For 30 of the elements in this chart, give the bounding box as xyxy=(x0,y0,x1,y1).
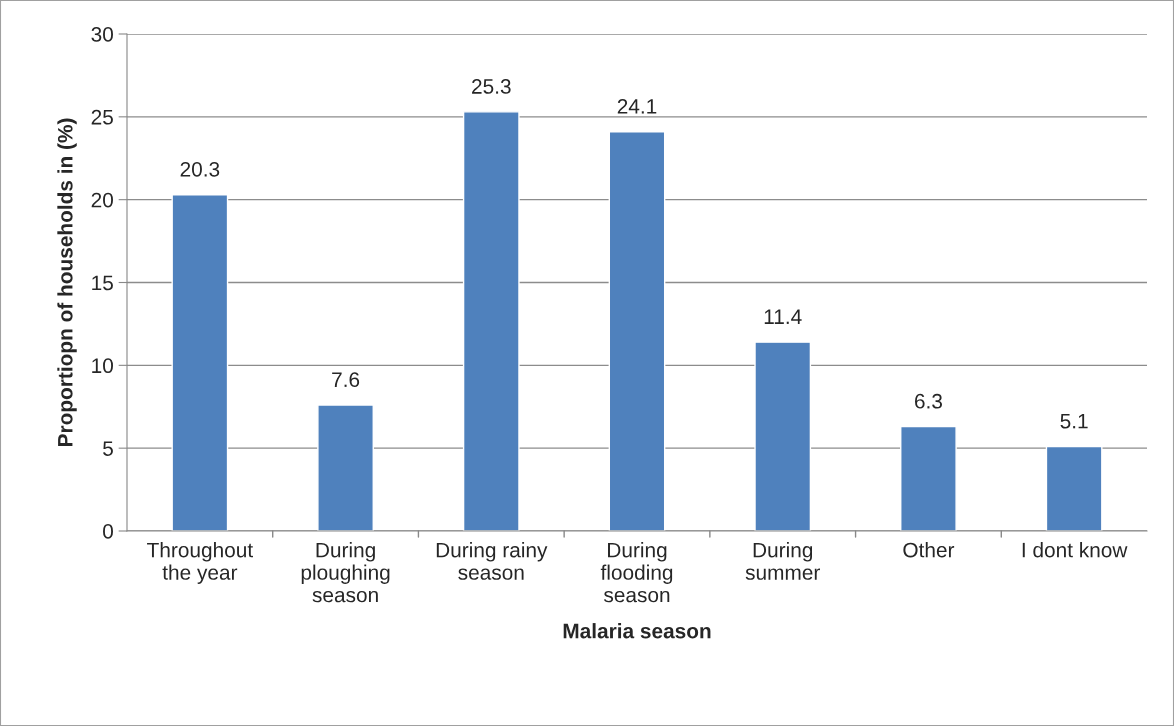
y-tick-label: 5 xyxy=(103,441,113,456)
y-tick-label: 25 xyxy=(91,109,113,125)
bar xyxy=(462,111,520,531)
x-tick-label: During flooding season xyxy=(600,542,673,603)
data-label: 24.1 xyxy=(617,98,657,114)
x-axis-title: Malaria season xyxy=(563,623,711,639)
bar xyxy=(900,425,957,531)
x-tick-label: During rainy season xyxy=(436,542,548,580)
data-label: 5.1 xyxy=(1060,413,1088,429)
x-tick-label: During summer xyxy=(745,542,820,580)
data-label: 6.3 xyxy=(915,393,942,409)
bar xyxy=(171,194,229,531)
bar xyxy=(608,131,666,531)
bar xyxy=(317,404,374,531)
y-tick-label: 30 xyxy=(91,27,113,42)
y-tick-label: 0 xyxy=(103,524,113,539)
bar xyxy=(1045,445,1103,531)
x-tick-label: Other xyxy=(903,542,955,558)
x-tick-label: Throughout the year xyxy=(147,542,253,584)
y-axis-title: Proportiopn of households in (%) xyxy=(57,118,77,447)
x-tick-label: During ploughing season xyxy=(301,542,390,603)
data-label: 11.4 xyxy=(764,309,802,324)
y-tick-label: 20 xyxy=(91,192,113,208)
x-tick-label: I dont know xyxy=(1022,542,1128,558)
bar xyxy=(754,341,812,531)
y-tick-label: 10 xyxy=(92,358,113,374)
data-label: 20.3 xyxy=(180,161,220,177)
data-label: 25.3 xyxy=(472,79,511,94)
data-label: 7.6 xyxy=(332,372,360,388)
y-tick-label: 15 xyxy=(92,275,113,291)
